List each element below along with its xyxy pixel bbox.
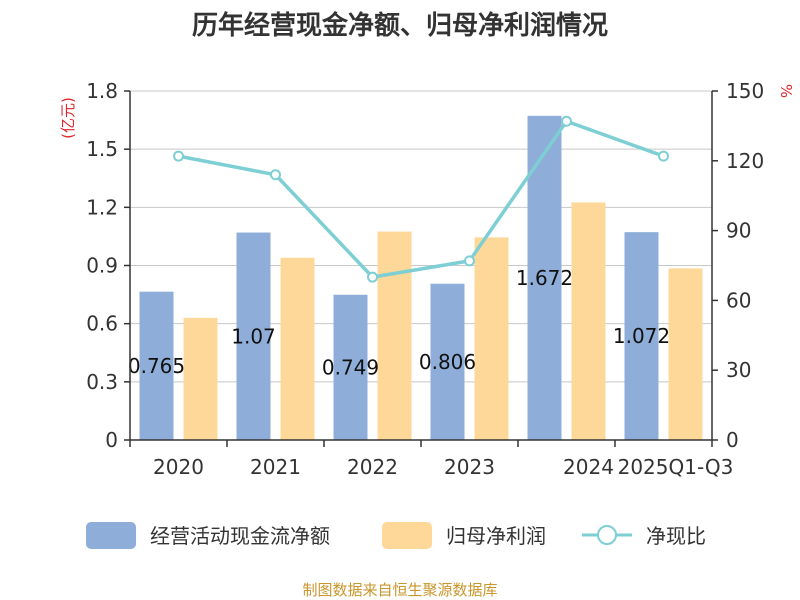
x-axis-tick-label: 2021 (250, 455, 301, 479)
legend-swatch (86, 522, 136, 549)
ratio-point (658, 150, 669, 162)
right-axis-unit: % (777, 84, 795, 98)
data-label: 1.072 (613, 324, 670, 348)
ratio-line (178, 119, 665, 279)
bar-operating-cashflow (236, 232, 271, 440)
left-axis-tick-label: 0 (105, 428, 118, 452)
x-axis-tick-label: 2023 (444, 455, 495, 479)
labels-layer: 0.765 1.07 0.749 0.806 1.672 1.072 (128, 266, 670, 379)
ratio-point (270, 169, 281, 181)
data-label: 1.07 (231, 324, 276, 348)
x-axis-tick-label: 2024 (563, 455, 614, 479)
bars-layer (139, 115, 703, 440)
ratio-point (464, 255, 475, 267)
bar-net-profit (183, 317, 218, 440)
legend-label: 经营活动现金流净额 (150, 524, 330, 548)
data-label: 0.749 (322, 355, 379, 379)
bar-net-profit (571, 202, 606, 440)
bar-operating-cashflow (624, 232, 659, 440)
right-axis-tick-label: 60 (726, 288, 751, 312)
legend-marker (597, 525, 617, 545)
right-axis-tick-label: 150 (726, 79, 764, 103)
legend-label: 净现比 (646, 524, 706, 548)
bar-net-profit (377, 231, 412, 440)
bar-operating-cashflow (430, 283, 465, 440)
left-axis-tick-label: 0.6 (86, 312, 118, 336)
bar-operating-cashflow (333, 294, 368, 440)
x-axis-tick-label: 2025Q1-Q3 (618, 455, 734, 479)
ratio-point (561, 115, 572, 127)
bar-net-profit (280, 257, 315, 440)
right-axis-tick-label: 90 (726, 219, 751, 243)
ratio-point (367, 271, 378, 283)
bar-net-profit (474, 237, 509, 440)
legend: 经营活动现金流净额 归母净利润 净现比 (86, 522, 706, 549)
line-layer (173, 115, 669, 283)
left-axis-tick-label: 1.8 (86, 79, 118, 103)
bar-operating-cashflow (139, 291, 174, 440)
left-axis-tick-label: 0.3 (86, 370, 118, 394)
left-axis-tick-label: 0.9 (86, 254, 118, 278)
legend-swatch (382, 522, 432, 549)
axes-layer: 0 0.3 0.6 0.9 1.2 1.5 1.8 0 30 60 90 120 150 2020 2021… (86, 79, 764, 479)
left-axis-tick-label: 1.5 (86, 137, 118, 161)
bar-net-profit (668, 268, 703, 440)
source-note: 制图数据来自恒生聚源数据库 (302, 581, 497, 599)
left-axis-unit: (亿元) (59, 97, 77, 139)
x-axis-tick-label: 2022 (347, 455, 398, 479)
grid-layer (130, 90, 712, 383)
right-axis-tick-label: 30 (726, 358, 751, 382)
data-label: 0.806 (419, 350, 476, 374)
x-axis-tick-label: 2020 (153, 455, 204, 479)
left-axis-tick-label: 1.2 (86, 195, 118, 219)
chart-title: 历年经营现金净额、归母净利润情况 (192, 10, 608, 41)
data-label: 0.765 (128, 354, 185, 378)
right-axis-tick-label: 0 (726, 428, 739, 452)
legend-label: 归母净利润 (446, 524, 546, 548)
data-label: 1.672 (516, 266, 573, 290)
ratio-point (173, 150, 184, 162)
right-axis-tick-label: 120 (726, 149, 764, 173)
